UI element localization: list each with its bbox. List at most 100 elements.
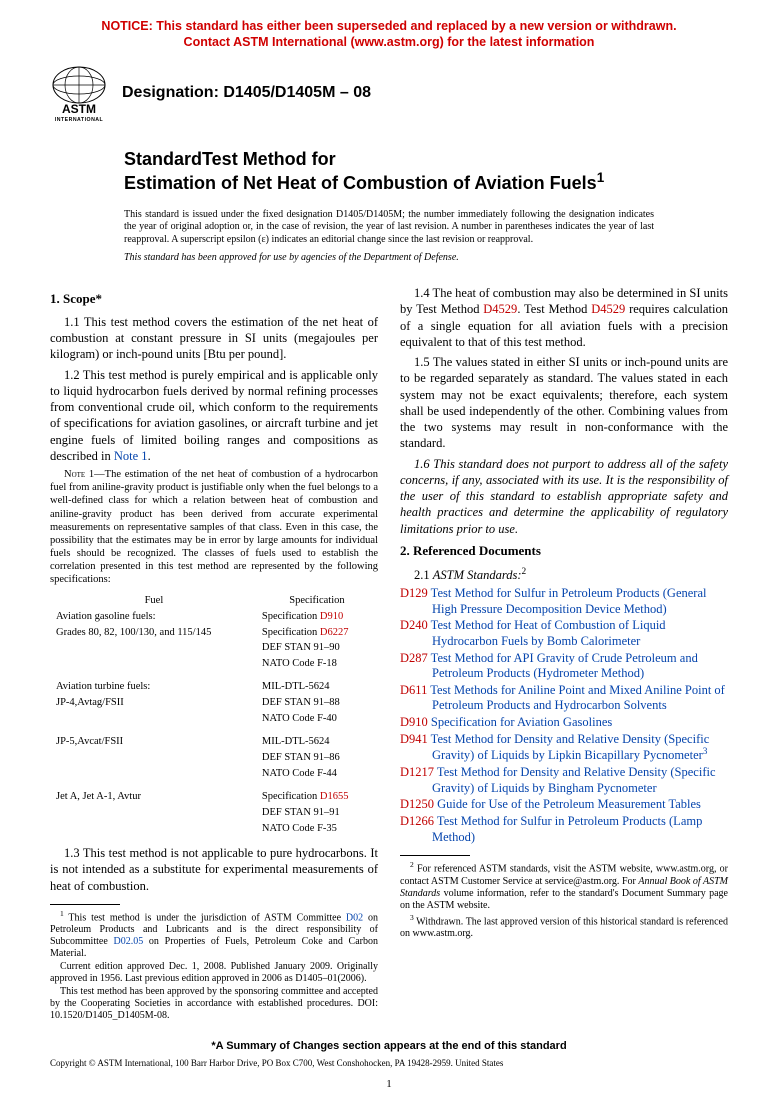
spec-cell: Specification D6227 [258,626,376,640]
ref-code[interactable]: D129 [400,586,428,600]
ref-text[interactable]: Test Method for Sulfur in Petroleum Prod… [428,586,707,616]
ref-item: D1266 Test Method for Sulfur in Petroleu… [400,814,728,845]
ft-col1-head: Fuel [52,594,256,608]
body-columns: 1. Scope* 1.1 This test method covers th… [50,285,728,1022]
fuel-cell: Grades 80, 82, 100/130, and 115/145 [52,626,256,640]
title: StandardTest Method for Estimation of Ne… [124,148,728,195]
title-sup: 1 [597,170,605,185]
dod-note: This standard has been approved for use … [124,252,654,263]
standard-note: This standard is issued under the fixed … [124,209,654,247]
footnote-separator-right [400,855,470,856]
ref-item: D910 Specification for Aviation Gasoline… [400,715,728,731]
fuel-cell [52,806,256,820]
spec-cell: NATO Code F-18 [258,657,376,671]
spec-cell: DEF STAN 91–88 [258,696,376,710]
spec-link[interactable]: D1655 [320,791,349,802]
spec-link[interactable]: D910 [320,611,343,622]
fuel-cell [52,657,256,671]
para-1.5: 1.5 The values stated in either SI units… [400,354,728,452]
ft-col2-head: Specification [258,594,376,608]
ref-code[interactable]: D1217 [400,765,434,779]
para-1.6: 1.6 This standard does not purport to ad… [400,456,728,537]
footnote-1-p3: This test method has been approved by th… [50,986,378,1022]
fuel-cell: JP-5,Avcat/FSII [52,735,256,749]
para-1.4: 1.4 The heat of combustion may also be d… [400,285,728,350]
ref-item: D240 Test Method for Heat of Combustion … [400,618,728,649]
note-1: Note 1—The estimation of the net heat of… [50,468,378,586]
fn1-link-d02[interactable]: D02 [346,912,363,923]
ref-text[interactable]: Test Method for API Gravity of Crude Pet… [428,651,698,681]
ref-code[interactable]: D1266 [400,814,434,828]
ref-code[interactable]: D287 [400,651,428,665]
ref-code[interactable]: D611 [400,683,427,697]
page-number: 1 [50,1078,728,1090]
spec-cell: MIL-DTL-5624 [258,680,376,694]
fuel-table: FuelSpecification Aviation gasoline fuel… [50,592,378,837]
summary-note: *A Summary of Changes section appears at… [50,1040,728,1052]
footnote-separator-left [50,904,120,905]
note1-link[interactable]: Note 1 [114,449,148,463]
ref-code[interactable]: D941 [400,732,428,746]
title-line2: Estimation of Net Heat of Combustion of … [124,173,597,193]
ref-text[interactable]: Test Method for Heat of Combustion of Li… [428,618,666,648]
fuel-cell [52,751,256,765]
ref-code[interactable]: D240 [400,618,428,632]
fuel-cell: Aviation turbine fuels: [52,680,256,694]
fuel-cell: Aviation gasoline fuels: [52,610,256,624]
footnote-3: 3 Withdrawn. The last approved version o… [400,913,728,940]
ref-item: D287 Test Method for API Gravity of Crud… [400,651,728,682]
svg-text:INTERNATIONAL: INTERNATIONAL [55,117,104,123]
fuel-cell [52,767,256,781]
ref-text[interactable]: Test Method for Density and Relative Den… [428,732,709,763]
astm-logo: ASTM INTERNATIONAL [50,63,108,123]
ref-text[interactable]: Specification for Aviation Gasolines [428,715,612,729]
fuel-cell [52,641,256,655]
para-1.2: 1.2 This test method is purely empirical… [50,367,378,465]
spec-cell: MIL-DTL-5624 [258,735,376,749]
title-line1: StandardTest Method for [124,149,336,169]
fn1-link-d0205[interactable]: D02.05 [113,936,143,947]
spec-cell: Specification D910 [258,610,376,624]
spec-cell: DEF STAN 91–86 [258,751,376,765]
svg-text:ASTM: ASTM [62,102,96,116]
designation: Designation: D1405/D1405M – 08 [122,84,371,102]
ref-item: D941 Test Method for Density and Relativ… [400,732,728,764]
refs-heading: 2. Referenced Documents [400,543,728,560]
footnote-1-p2: Current edition approved Dec. 1, 2008. P… [50,961,378,985]
ref-item: D611 Test Methods for Aniline Point and … [400,683,728,714]
link-d4529a[interactable]: D4529 [483,302,517,316]
fuel-cell: Jet A, Jet A-1, Avtur [52,790,256,804]
refs-sub: 2.1 ASTM Standards:2 [400,566,728,583]
ref-item: D129 Test Method for Sulfur in Petroleum… [400,586,728,617]
fuel-cell: JP-4,Avtag/FSII [52,696,256,710]
fuel-cell [52,712,256,726]
para-1.3: 1.3 This test method is not applicable t… [50,845,378,894]
ref-text[interactable]: Test Method for Density and Relative Den… [432,765,716,795]
ref-item: D1217 Test Method for Density and Relati… [400,765,728,796]
notice-line2: Contact ASTM International (www.astm.org… [184,35,595,49]
footnote-1: 1 This test method is under the jurisdic… [50,909,378,960]
footnote-2: 2 For referenced ASTM standards, visit t… [400,860,728,911]
link-d4529b[interactable]: D4529 [591,302,625,316]
notice-line1: NOTICE: This standard has either been su… [101,19,676,33]
ref-text[interactable]: Guide for Use of the Petroleum Measureme… [434,797,701,811]
copyright: Copyright © ASTM International, 100 Barr… [50,1058,728,1068]
ref-item: D1250 Guide for Use of the Petroleum Mea… [400,797,728,813]
spec-link[interactable]: D6227 [320,627,349,638]
spec-cell: Specification D1655 [258,790,376,804]
notice-banner: NOTICE: This standard has either been su… [50,18,728,51]
ref-code[interactable]: D1250 [400,797,434,811]
fuel-cell [52,822,256,836]
ref-list: D129 Test Method for Sulfur in Petroleum… [400,586,728,845]
header: ASTM INTERNATIONAL Designation: D1405/D1… [50,63,728,123]
spec-cell: DEF STAN 91–91 [258,806,376,820]
scope-heading: 1. Scope* [50,291,378,308]
spec-cell: NATO Code F-40 [258,712,376,726]
ref-text[interactable]: Test Method for Sulfur in Petroleum Prod… [432,814,702,844]
spec-cell: NATO Code F-35 [258,822,376,836]
ref-code[interactable]: D910 [400,715,428,729]
spec-cell: NATO Code F-44 [258,767,376,781]
spec-cell: DEF STAN 91–90 [258,641,376,655]
para-1.1: 1.1 This test method covers the estimati… [50,314,378,363]
ref-text[interactable]: Test Methods for Aniline Point and Mixed… [427,683,725,713]
